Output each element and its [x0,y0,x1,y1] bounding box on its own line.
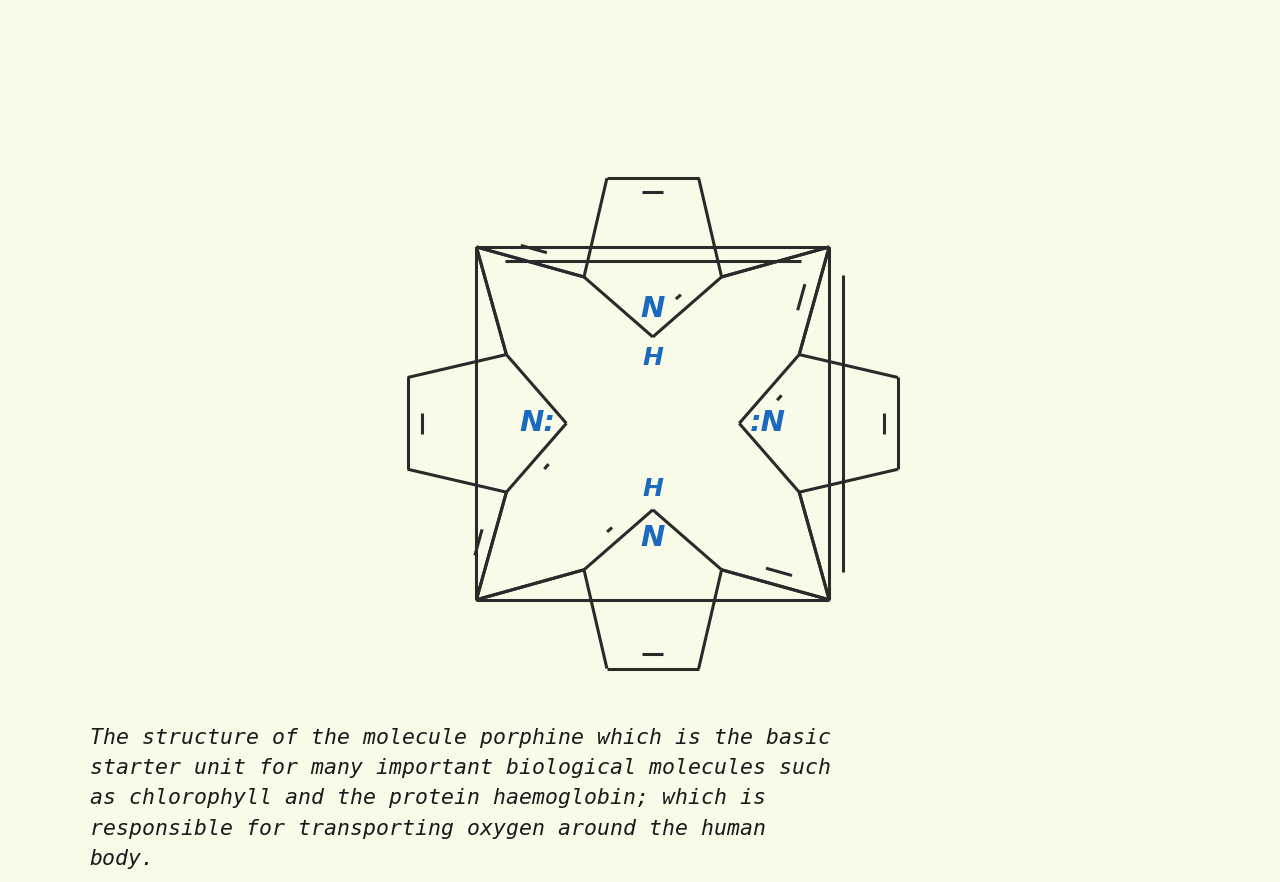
Text: H: H [643,477,663,501]
Text: N:: N: [520,409,556,437]
Text: N: N [640,295,666,323]
Text: :N: :N [750,409,786,437]
Text: N: N [640,524,666,552]
Text: The structure of the molecule porphine which is the basic
starter unit for many : The structure of the molecule porphine w… [90,728,831,870]
Text: H: H [643,346,663,370]
